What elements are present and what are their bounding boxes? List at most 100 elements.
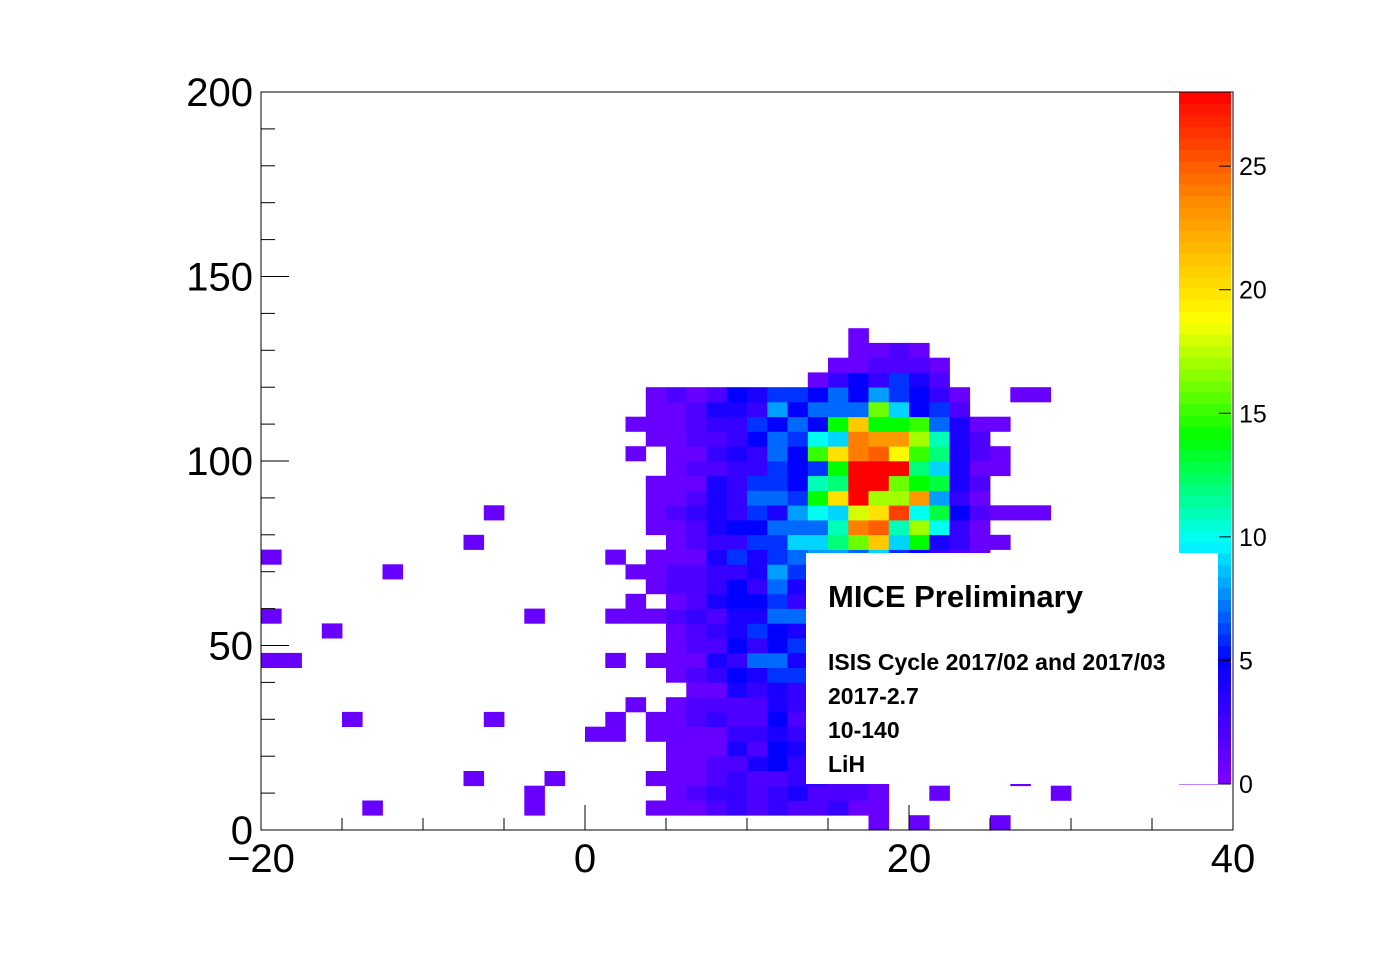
heatmap-bin xyxy=(686,431,707,447)
heatmap-bin xyxy=(868,402,890,418)
heatmap-bin xyxy=(747,475,768,491)
heatmap-bin xyxy=(969,416,991,432)
heatmap-bin xyxy=(868,446,890,462)
heatmap-bin xyxy=(483,711,505,727)
heatmap-bin xyxy=(949,446,971,462)
palette-segment xyxy=(1179,241,1231,254)
heatmap-bin xyxy=(706,800,728,816)
heatmap-bin xyxy=(848,416,869,432)
heatmap-bin xyxy=(767,446,788,462)
heatmap-bin xyxy=(726,593,748,609)
heatmap-bin xyxy=(990,446,1011,462)
heatmap-bin xyxy=(787,402,809,418)
heatmap-bin xyxy=(969,534,991,550)
heatmap-bin xyxy=(747,623,768,639)
heatmap-bin xyxy=(666,416,687,432)
heatmap-bin xyxy=(828,372,849,388)
heatmap-bin xyxy=(747,741,768,757)
heatmap-bin xyxy=(726,741,748,757)
heatmap-bin xyxy=(787,771,809,787)
heatmap-bin xyxy=(828,490,849,506)
heatmap-bin xyxy=(767,608,788,624)
heatmap-bin xyxy=(767,461,788,477)
palette-segment xyxy=(1179,357,1231,370)
heatmap-bin xyxy=(726,756,748,772)
palette-segment xyxy=(1179,449,1231,462)
heatmap-bin xyxy=(807,372,829,388)
heatmap-bin xyxy=(666,579,687,595)
heatmap-bin xyxy=(686,726,707,742)
heatmap-bin xyxy=(767,402,788,418)
heatmap-bin xyxy=(686,402,707,418)
heatmap-bin xyxy=(666,534,687,550)
heatmap-bin xyxy=(888,342,910,358)
heatmap-bin xyxy=(909,342,930,358)
heatmap-bin xyxy=(686,490,707,506)
heatmap-bin xyxy=(706,416,728,432)
heatmap-bin xyxy=(706,461,728,477)
heatmap-bin xyxy=(848,402,869,418)
heatmap-bin xyxy=(686,756,707,772)
heatmap-bin xyxy=(726,564,748,580)
heatmap-bin xyxy=(706,667,728,683)
heatmap-bin xyxy=(868,490,890,506)
heatmap-bin xyxy=(686,461,707,477)
heatmap-bin xyxy=(686,800,707,816)
heatmap-bin xyxy=(686,711,707,727)
heatmap-bin xyxy=(949,402,971,418)
palette-segment xyxy=(1179,230,1231,243)
heatmap-bin xyxy=(787,416,809,432)
heatmap-bin xyxy=(848,785,869,801)
heatmap-bin xyxy=(625,564,647,580)
heatmap-bin xyxy=(666,520,687,536)
heatmap-bin xyxy=(524,800,545,816)
palette-tick-label: 15 xyxy=(1239,400,1267,428)
heatmap-bin xyxy=(686,534,707,550)
heatmap-bin xyxy=(969,475,991,491)
heatmap-bin xyxy=(706,697,728,713)
heatmap-bin xyxy=(807,490,829,506)
heatmap-bin xyxy=(767,505,788,521)
heatmap-bin xyxy=(787,534,809,550)
heatmap-bin xyxy=(868,534,890,550)
heatmap-bin xyxy=(848,505,869,521)
heatmap-bin xyxy=(828,534,849,550)
heatmap-bin xyxy=(726,726,748,742)
heatmap-bin xyxy=(848,534,869,550)
heatmap-bin xyxy=(1030,387,1052,403)
heatmap-bin xyxy=(888,357,910,373)
heatmap-bin xyxy=(362,800,383,816)
heatmap-bin xyxy=(747,461,768,477)
heatmap-bin xyxy=(848,328,869,344)
heatmap-bin xyxy=(747,726,768,742)
heatmap-bin xyxy=(949,475,971,491)
heatmap-bin xyxy=(929,402,950,418)
heatmap-bin xyxy=(747,402,768,418)
heatmap-bin xyxy=(868,520,890,536)
heatmap-bin xyxy=(828,785,849,801)
heatmap-bin xyxy=(261,549,282,565)
legend-line-absorber: LiH xyxy=(828,751,866,777)
heatmap-bin xyxy=(666,741,687,757)
heatmap-bin xyxy=(787,446,809,462)
y-tick-label: 50 xyxy=(209,625,254,669)
heatmap-bin xyxy=(706,623,728,639)
heatmap-bin xyxy=(686,593,707,609)
heatmap-bin xyxy=(787,431,809,447)
palette-segment xyxy=(1179,115,1231,128)
heatmap-bin xyxy=(342,711,363,727)
heatmap-bin xyxy=(807,785,829,801)
heatmap-bin xyxy=(828,520,849,536)
heatmap-bin xyxy=(787,682,809,698)
heatmap-bin xyxy=(747,387,768,403)
heatmap-bin xyxy=(645,490,667,506)
heatmap-bin xyxy=(868,785,890,801)
heatmap-bin xyxy=(706,756,728,772)
heatmap-bin xyxy=(888,520,910,536)
heatmap-bin xyxy=(726,461,748,477)
heatmap-bin xyxy=(747,416,768,432)
heatmap-bin xyxy=(645,416,667,432)
heatmap-bin xyxy=(807,402,829,418)
stats-legend-box: MICE Preliminary ISIS Cycle 2017/02 and … xyxy=(806,553,1218,784)
heatmap-bin xyxy=(909,387,930,403)
